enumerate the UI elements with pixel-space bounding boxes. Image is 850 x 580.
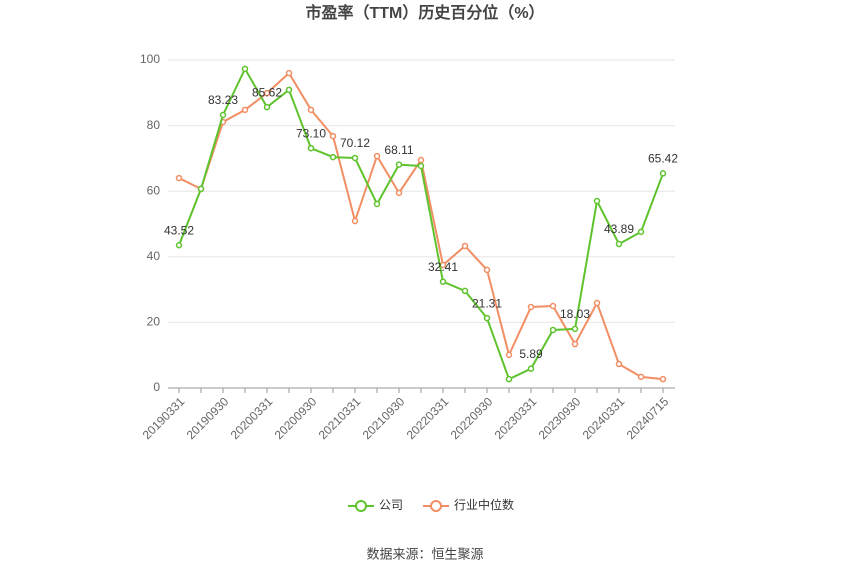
point — [549, 302, 557, 310]
y-tick-label: 60 — [147, 183, 161, 197]
x-tick-label: 20210930 — [360, 394, 408, 442]
point — [197, 185, 205, 193]
point — [505, 375, 513, 383]
data-label: 73.10 — [296, 126, 326, 140]
point — [241, 106, 249, 114]
x-tick-label: 20210331 — [316, 394, 364, 442]
point — [263, 103, 271, 111]
data-label: 43.89 — [604, 222, 634, 236]
point — [175, 174, 183, 182]
y-tick-label: 0 — [153, 380, 160, 394]
x-tick-label: 20240715 — [624, 394, 672, 442]
point — [615, 240, 623, 248]
point — [549, 326, 557, 334]
point — [329, 132, 337, 140]
data-label: 32.41 — [428, 260, 458, 274]
point — [351, 217, 359, 225]
point — [461, 242, 469, 250]
x-tick-label: 20190331 — [140, 394, 188, 442]
point — [659, 375, 667, 383]
data-label: 18.03 — [560, 307, 590, 321]
chart-title: 市盈率（TTM）历史百分位（%） — [305, 3, 544, 22]
legend-marker — [355, 500, 367, 512]
source: 数据来源：恒生聚源 — [366, 546, 483, 561]
y-tick-label: 80 — [147, 118, 161, 132]
point — [285, 86, 293, 94]
y-tick-label: 40 — [147, 249, 161, 263]
data-label: 85.62 — [252, 85, 282, 99]
point — [505, 351, 513, 359]
point — [637, 373, 645, 381]
point — [593, 197, 601, 205]
point — [175, 242, 183, 249]
data-label: 5.89 — [519, 347, 543, 361]
series-line — [178, 71, 664, 381]
legend-marker — [430, 500, 443, 512]
x-tick-label: 20220331 — [404, 394, 452, 442]
x-tick-label: 20240331 — [580, 394, 628, 442]
data-label: 68.11 — [384, 143, 413, 157]
point — [571, 325, 579, 333]
point — [219, 111, 227, 119]
point — [263, 89, 271, 97]
data-label: 65.42 — [648, 152, 678, 166]
point — [373, 200, 381, 208]
series-line — [178, 66, 664, 381]
data-label: 43.52 — [164, 223, 194, 237]
point — [395, 189, 403, 197]
point — [483, 266, 491, 274]
legend-label: 公司 — [379, 498, 403, 512]
point — [307, 144, 315, 152]
point — [351, 154, 359, 162]
point — [307, 106, 315, 114]
point — [373, 152, 381, 160]
point — [461, 287, 469, 295]
x-tick-label: 20220930 — [448, 394, 496, 442]
point — [615, 360, 623, 368]
y-tick-label: 20 — [147, 315, 161, 329]
point — [417, 162, 425, 170]
x-tick-label: 20230331 — [492, 394, 540, 442]
point — [285, 69, 293, 77]
data-label: 21.31 — [472, 296, 502, 310]
point — [395, 161, 403, 168]
point — [527, 365, 535, 372]
x-tick-label: 20230930 — [536, 394, 584, 442]
data-label: 83.23 — [208, 93, 238, 107]
point — [417, 156, 425, 164]
point — [571, 340, 579, 348]
point — [637, 228, 645, 236]
point — [329, 153, 337, 161]
point — [527, 303, 535, 311]
x-tick-label: 20200930 — [272, 394, 320, 442]
point — [439, 278, 447, 285]
x-tick-label: 20190930 — [184, 394, 232, 442]
point — [659, 170, 667, 177]
point — [483, 314, 491, 322]
point — [593, 299, 601, 307]
legend-label: 行业中位数 — [454, 497, 514, 512]
x-tick-label: 20200331 — [228, 394, 276, 442]
y-tick-label: 100 — [140, 52, 160, 66]
data-label: 70.12 — [340, 136, 370, 150]
point — [241, 65, 249, 73]
